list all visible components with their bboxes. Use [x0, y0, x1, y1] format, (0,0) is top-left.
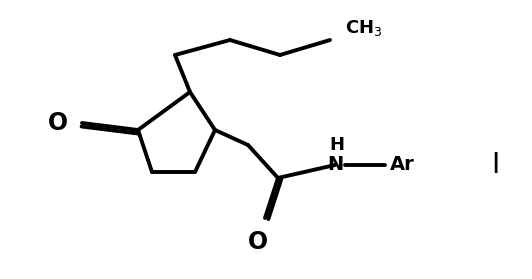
Text: N: N [327, 155, 343, 174]
Text: O: O [48, 111, 68, 135]
Text: O: O [248, 230, 268, 254]
Text: CH$_3$: CH$_3$ [345, 18, 383, 38]
Text: H: H [329, 136, 345, 154]
Text: I: I [491, 151, 499, 179]
Text: Ar: Ar [390, 155, 415, 174]
